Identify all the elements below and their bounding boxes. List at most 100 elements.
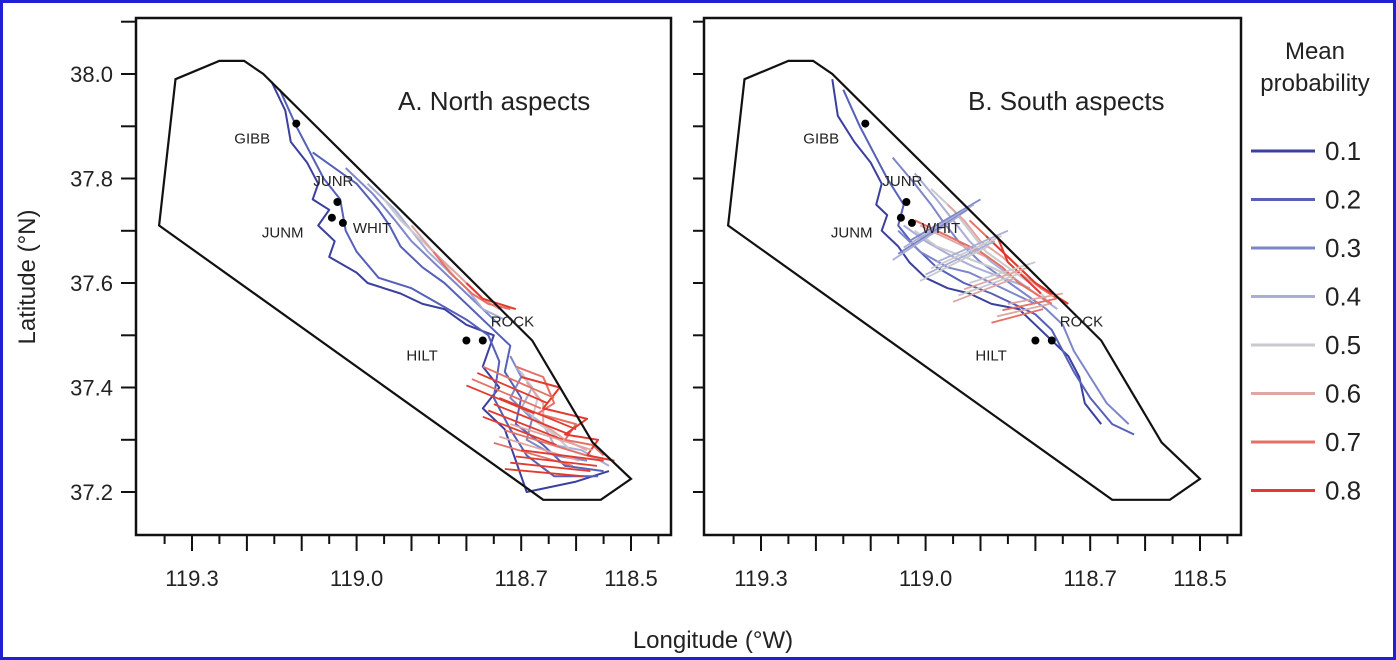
panel-b-x-ticks: 119.3 119.0 118.7 118.5 bbox=[732, 535, 1229, 591]
contour-fan-line bbox=[466, 384, 535, 415]
contour-line-0.2 bbox=[842, 89, 1135, 436]
contour-fan-line bbox=[515, 455, 598, 467]
legend-title-line2: probability bbox=[1260, 70, 1369, 97]
contour-fan-line bbox=[963, 266, 1030, 291]
contour-fan-line bbox=[471, 378, 542, 410]
site-marker-hilt bbox=[462, 336, 471, 345]
x-tick-label: 119.3 bbox=[165, 566, 218, 591]
panel-b-sites: GIBB JUNR JUNM WHIT HILT ROCK bbox=[803, 119, 1103, 365]
legend-label-0.6: 0.6 bbox=[1325, 379, 1361, 409]
panel-b-title: B. South aspects bbox=[968, 86, 1165, 116]
site-marker-rock bbox=[1047, 336, 1056, 345]
site-label-whit: WHIT bbox=[922, 220, 960, 237]
contour-line-0.7 bbox=[914, 219, 1053, 305]
y-tick-label: 38.0 bbox=[70, 62, 113, 87]
site-label-junr: JUNR bbox=[313, 173, 353, 190]
x-tick-label: 118.5 bbox=[604, 566, 657, 591]
site-marker-whit bbox=[907, 218, 916, 227]
contour-line-0.8 bbox=[465, 282, 517, 311]
contour-fan-line bbox=[919, 245, 989, 282]
contour-line-0.4 bbox=[366, 182, 506, 321]
panel-south-aspects: GIBB JUNR JUNM WHIT HILT ROCK B. South aspect… bbox=[702, 16, 1243, 591]
contour-line-0.3 bbox=[891, 156, 1130, 425]
site-marker-junm bbox=[327, 213, 336, 222]
legend-label-0.5: 0.5 bbox=[1325, 330, 1361, 360]
contour-line-0.8 bbox=[996, 235, 1042, 295]
site-marker-whit bbox=[338, 218, 347, 227]
contour-fan-line bbox=[510, 423, 593, 452]
panel-b-frame bbox=[702, 16, 1243, 537]
contour-fan-line bbox=[476, 372, 548, 405]
contour-fan-line bbox=[903, 203, 975, 249]
y-tick-label: 37.4 bbox=[70, 376, 113, 401]
x-axis-title: Longitude (°W) bbox=[633, 627, 793, 654]
x-tick-label: 119.3 bbox=[734, 566, 787, 591]
site-label-hilt: HILT bbox=[406, 348, 437, 365]
site-marker-gibb bbox=[861, 119, 870, 128]
site-label-whit: WHIT bbox=[353, 220, 391, 237]
contour-fan-line bbox=[493, 403, 570, 436]
site-marker-rock bbox=[478, 336, 487, 345]
panel-a-title: A. North aspects bbox=[398, 86, 590, 116]
site-label-gibb: GIBB bbox=[803, 131, 839, 148]
x-tick-label: 118.5 bbox=[1173, 566, 1226, 591]
panel-a-contours bbox=[270, 81, 615, 493]
x-tick-label: 119.0 bbox=[330, 566, 383, 591]
contour-fan-line bbox=[1007, 292, 1063, 305]
legend-title-line1: Mean bbox=[1285, 38, 1345, 65]
site-label-rock: ROCK bbox=[491, 314, 534, 331]
panel-a-frame bbox=[134, 16, 673, 537]
site-label-rock: ROCK bbox=[1060, 314, 1103, 331]
site-marker-junm bbox=[896, 213, 905, 222]
contour-fan-line bbox=[504, 468, 584, 478]
panel-b-contours bbox=[831, 79, 1135, 436]
contour-line-0.3 bbox=[345, 167, 500, 326]
contour-fan-line bbox=[521, 449, 604, 462]
legend-label-0.7: 0.7 bbox=[1325, 427, 1361, 457]
contour-fan-line bbox=[498, 397, 577, 431]
contour-fan-line bbox=[1002, 297, 1057, 312]
y-tick-label: 37.8 bbox=[70, 167, 113, 192]
legend-entries: 0.1 0.2 0.3 0.4 0.5 0.6 0.7 0.8 bbox=[1251, 136, 1361, 506]
contour-line-0.2 bbox=[278, 89, 599, 478]
site-label-junm: JUNM bbox=[262, 225, 304, 242]
site-marker-junr bbox=[902, 198, 911, 206]
contour-line-0.7 bbox=[515, 365, 605, 457]
contour-fan-line bbox=[897, 209, 968, 255]
contour-line-0.1 bbox=[270, 81, 610, 493]
y-tick-label: 37.2 bbox=[70, 480, 113, 505]
y-tick-label: 37.6 bbox=[70, 271, 113, 296]
x-tick-label: 118.7 bbox=[1063, 566, 1116, 591]
contour-fan-line bbox=[504, 429, 587, 457]
site-marker-hilt bbox=[1031, 336, 1040, 345]
panel-b-study-boundary bbox=[726, 59, 1202, 501]
contour-fan-line bbox=[892, 214, 962, 261]
legend-label-0.2: 0.2 bbox=[1325, 185, 1361, 215]
contour-line-0.3 bbox=[897, 229, 1036, 305]
contour-fan-line bbox=[958, 271, 1023, 297]
site-label-gibb: GIBB bbox=[234, 131, 270, 148]
contour-fan-line bbox=[925, 240, 996, 276]
contour-fan-line bbox=[996, 303, 1050, 318]
contour-fan-line bbox=[510, 461, 591, 472]
x-tick-label: 119.0 bbox=[899, 566, 952, 591]
site-label-junm: JUNM bbox=[831, 225, 873, 242]
panel-north-aspects: GIBB JUNR JUNM WHIT HILT ROCK A. North aspect… bbox=[134, 16, 673, 591]
contour-fan-line bbox=[930, 235, 1002, 270]
map-figure: GIBB JUNR JUNM WHIT HILT ROCK A. North aspect… bbox=[14, 16, 1370, 654]
legend-label-0.3: 0.3 bbox=[1325, 233, 1361, 263]
legend: Mean probability 0.10.20.30.40.50.60.70.… bbox=[1251, 38, 1370, 506]
contour-fan-line bbox=[908, 198, 981, 242]
panel-a-x-ticks: 119.3 119.0 118.7 118.5 bbox=[163, 535, 660, 591]
panel-a-sites: GIBB JUNR JUNM WHIT HILT ROCK bbox=[234, 119, 534, 365]
legend-label-0.8: 0.8 bbox=[1325, 476, 1361, 506]
y-axis-ticks: 38.0 37.8 37.6 37.4 37.2 bbox=[70, 20, 704, 505]
site-label-junr: JUNR bbox=[882, 173, 922, 190]
site-marker-junr bbox=[333, 198, 342, 206]
panel-a-study-boundary bbox=[157, 59, 633, 501]
legend-label-0.4: 0.4 bbox=[1325, 282, 1361, 312]
y-axis-title: Latitude (°N) bbox=[14, 210, 41, 345]
x-tick-label: 118.7 bbox=[494, 566, 547, 591]
contour-fan-line bbox=[952, 276, 1016, 303]
